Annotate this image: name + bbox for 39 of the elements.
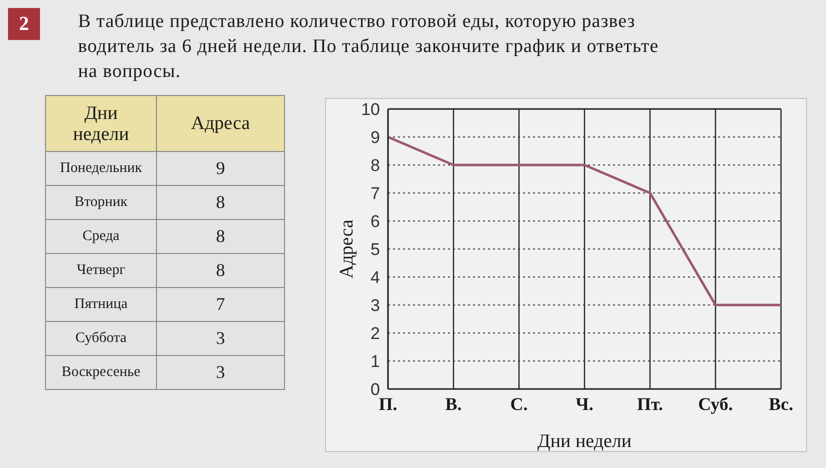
y-tick-label: 7 [370, 184, 380, 204]
y-tick-label: 4 [370, 268, 380, 288]
y-tick-label: 1 [370, 352, 380, 372]
y-tick-label: 5 [370, 240, 380, 260]
category-label: Вторник [74, 194, 128, 210]
text: Дни недели [72, 102, 130, 144]
category-label: Пятница [74, 296, 128, 312]
x-tick-label: С. [510, 394, 528, 414]
text: 2 [19, 12, 29, 36]
y-tick-label: 6 [370, 212, 380, 232]
category-label: Четверг [76, 262, 126, 278]
y-tick-label: 0 [370, 380, 380, 400]
text: В таблице представлено количество готовой еды, которую развез водитель за 6 дней недели. По таблице закончите график и ответьте на вопросы. [78, 11, 659, 82]
x-tick-label: Вс. [768, 394, 794, 414]
x-tick-label: П. [378, 394, 398, 414]
data-label: 7 [216, 294, 225, 314]
x-tick-label: В. [445, 394, 462, 414]
category-label: Понедельник [60, 160, 142, 176]
text: Адреса [191, 112, 250, 134]
category-label: Среда [82, 228, 120, 244]
y-tick-label: 2 [370, 324, 380, 344]
line-series [386, 136, 782, 306]
y-tick-label: 8 [370, 156, 380, 176]
data-label: 8 [216, 192, 225, 212]
x-tick-label: Ч. [576, 394, 594, 414]
y-axis-title: Адреса [336, 218, 358, 278]
x-tick-label: Суб. [698, 394, 733, 414]
category-label: Воскресенье [62, 364, 140, 380]
category-label: Суббота [75, 330, 127, 346]
x-axis-title: Дни недели [537, 431, 632, 452]
y-tick-label: 10 [361, 100, 380, 120]
y-tick-label: 3 [370, 296, 380, 316]
data-label: 8 [216, 260, 225, 280]
data-label: 3 [216, 362, 225, 382]
data-label: 9 [216, 158, 225, 178]
y-tick-label: 9 [370, 128, 380, 148]
x-tick-label: Пт. [637, 394, 663, 414]
data-label: 3 [216, 328, 225, 348]
data-label: 8 [216, 226, 225, 246]
